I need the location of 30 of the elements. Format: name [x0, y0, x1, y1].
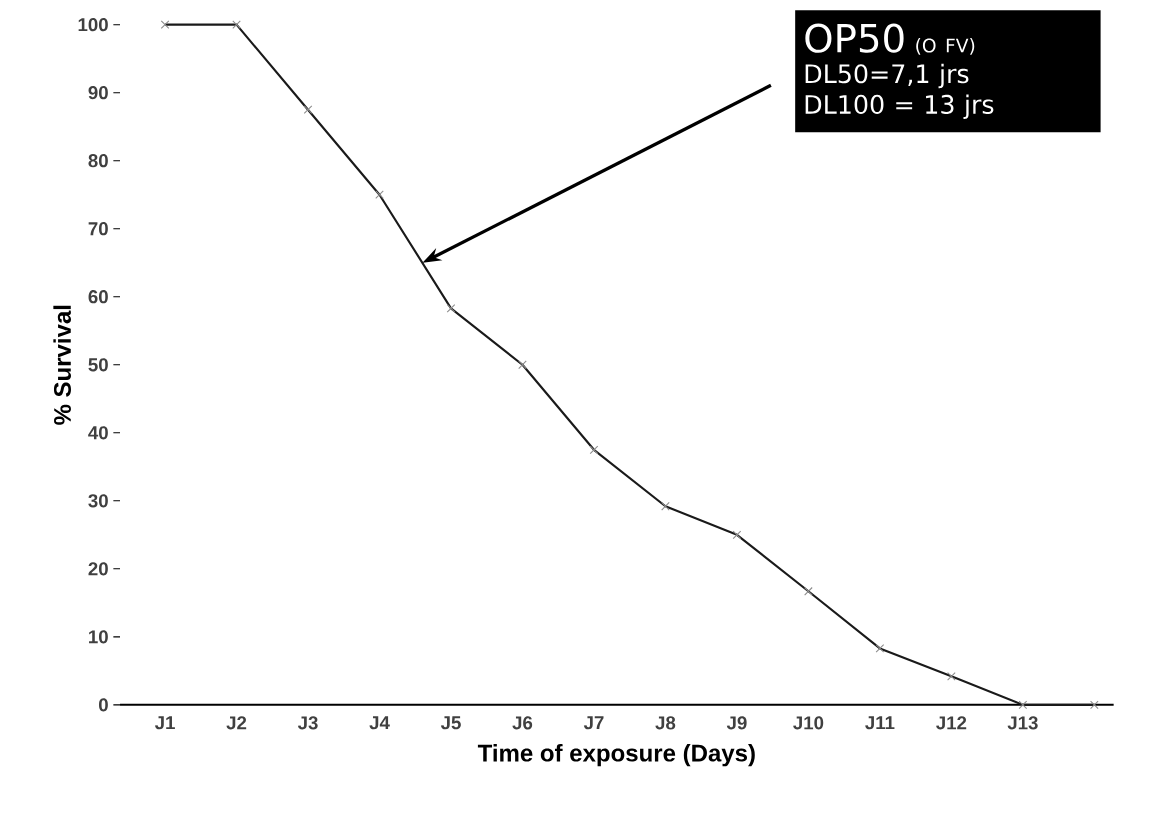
y-tick-label: 100	[78, 18, 108, 32]
x-tick-label: J13	[1007, 716, 1038, 730]
x-tick-label: J5	[440, 716, 461, 730]
x-tick-label: J8	[655, 716, 676, 730]
y-tick-label: 0	[98, 698, 108, 712]
y-tick-label: 80	[88, 154, 108, 168]
x-tick-label: J11	[865, 716, 895, 730]
x-tick-label: J12	[936, 716, 967, 730]
x-tick-label: J2	[226, 716, 247, 730]
x-tick-label: J9	[726, 716, 747, 730]
y-tick-label: 60	[88, 290, 108, 304]
y-tick-label: 40	[88, 426, 108, 440]
y-tick-label: 10	[89, 630, 108, 644]
x-axis-title: Time of exposure (Days)	[477, 744, 755, 767]
x-tick-label: J3	[297, 716, 318, 730]
x-tick-label: J7	[583, 716, 604, 730]
x-tick-label: J4	[369, 716, 390, 730]
y-tick-label: 20	[88, 562, 108, 576]
y-tick-label: 70	[88, 222, 108, 236]
x-tick-label: J6	[512, 716, 533, 730]
annotation: DL100 = 13 jrs	[805, 94, 994, 119]
y-axis-title: % Survival	[53, 305, 71, 425]
annotation: OP50	[805, 23, 904, 53]
annotation: DL50=7,1 jrs	[805, 63, 969, 89]
y-tick-label: 30	[88, 494, 108, 508]
x-tick-label: J1	[154, 716, 175, 730]
x-tick-label: J10	[793, 716, 824, 730]
annotation: (O FV)	[916, 38, 975, 55]
y-tick-label: 90	[88, 86, 108, 100]
y-tick-label: 50	[88, 358, 108, 372]
